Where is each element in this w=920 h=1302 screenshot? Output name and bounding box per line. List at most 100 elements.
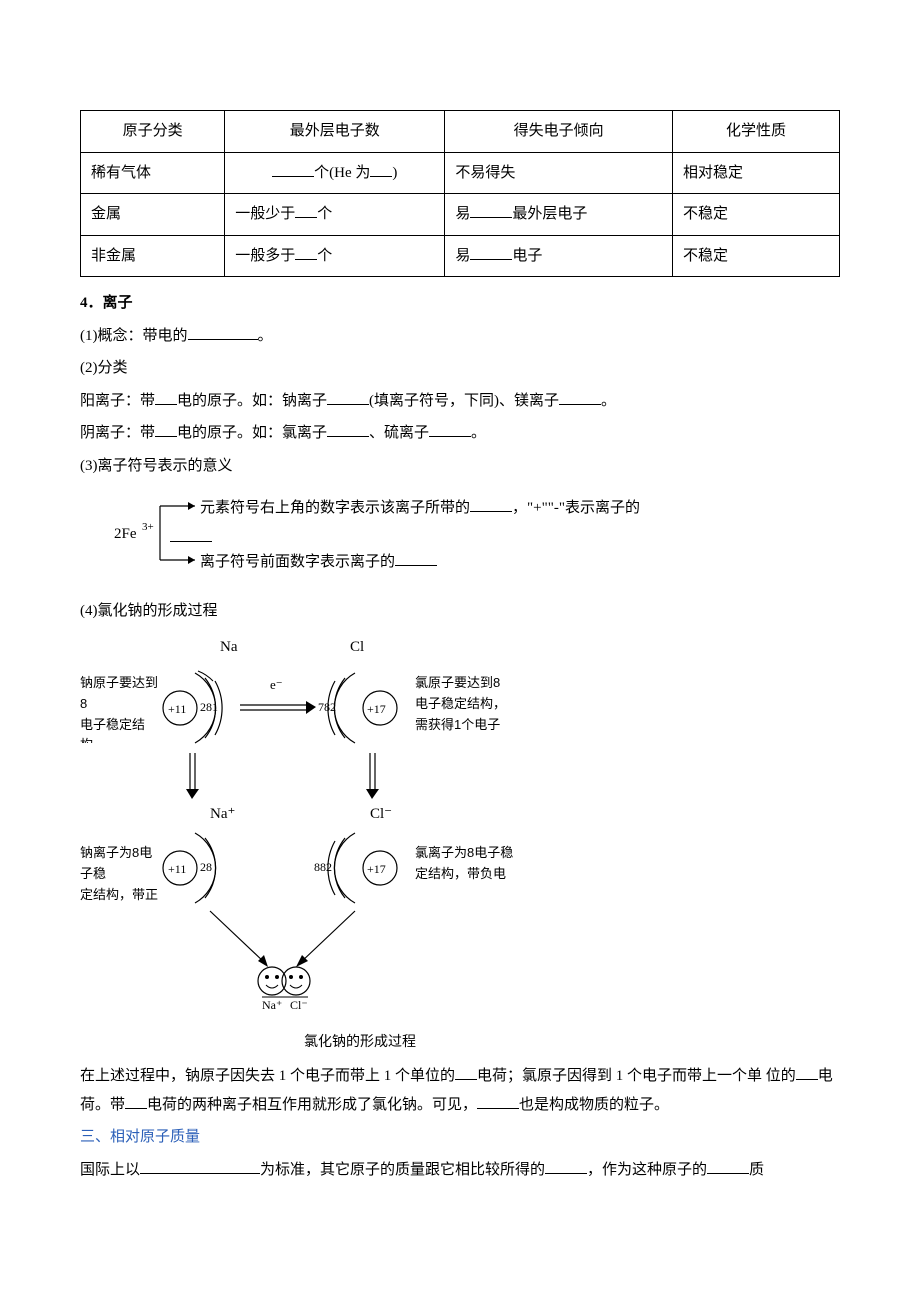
blank xyxy=(395,550,437,566)
text: 易 xyxy=(455,206,470,222)
relative-mass-line: 国际上以 为标准，其它原子的质量跟它相比较所得的 ，作为这种原子的 质 xyxy=(80,1156,840,1185)
text: 个(He 为 xyxy=(314,165,370,181)
bracket-diagram-svg: 2Fe 3+ 元素符号右上角的数字表示该离子所带的 ，"+""-"表示离子的 离子… xyxy=(100,488,740,578)
text: 为标准，其它原子的质量跟它相比较所得的 xyxy=(260,1162,545,1178)
text: 个 xyxy=(317,206,332,222)
text: 国际上以 xyxy=(80,1162,140,1178)
cell-noble-property: 相对稳定 xyxy=(673,152,840,194)
classification-label: (2)分类 xyxy=(80,354,840,383)
na-label: Na xyxy=(220,639,238,655)
blank xyxy=(295,202,317,218)
text: (1)概念：带电的 xyxy=(80,328,188,344)
blank xyxy=(559,389,601,405)
section-3-title: 三、相对原子质量 xyxy=(80,1123,840,1152)
na-ion: +11 28 xyxy=(163,833,216,903)
blank xyxy=(455,1064,477,1080)
atom-classification-table: 原子分类 最外层电子数 得失电子倾向 化学性质 稀有气体 个(He 为) 不易得… xyxy=(80,110,840,277)
cell-noble-tendency: 不易得失 xyxy=(445,152,673,194)
ion-symbol-meaning-label: (3)离子符号表示的意义 xyxy=(80,452,840,481)
na-atom-desc: 钠原子要达到8 电子稳定结构， 需失去1个电子 xyxy=(80,673,165,743)
text: 也是构成物质的粒子。 xyxy=(519,1097,669,1113)
blank xyxy=(170,526,212,542)
text: +11 xyxy=(168,862,186,876)
page-content: 原子分类 最外层电子数 得失电子倾向 化学性质 稀有气体 个(He 为) 不易得… xyxy=(0,0,920,1248)
cell-nonmetal-tendency: 易电子 xyxy=(445,235,673,277)
text: 。 xyxy=(471,425,486,441)
cell-metal-tendency: 易 最外层电子 xyxy=(445,194,673,236)
text: ，作为这种原子的 xyxy=(587,1162,707,1178)
ion-symbol-diagram: 2Fe 3+ 元素符号右上角的数字表示该离子所带的 ，"+""-"表示离子的 离子… xyxy=(100,488,840,589)
text: 电子 xyxy=(512,248,542,264)
text: 、硫离子 xyxy=(369,425,429,441)
text: 位的 xyxy=(766,1068,796,1084)
blank xyxy=(707,1158,749,1174)
text: 阴离子：带 xyxy=(80,425,155,441)
cell-metal-property: 不稳定 xyxy=(673,194,840,236)
na-atom: +11 281 xyxy=(163,671,222,743)
cell-noble-electrons: 个(He 为) xyxy=(225,152,445,194)
text: 电的原子。如：氯离子 xyxy=(177,425,327,441)
text: 离子符号前面数字表示离子的 xyxy=(200,554,395,570)
text: 一般多于 xyxy=(235,248,295,264)
section-4-title: 4．离子 xyxy=(80,289,840,318)
text: 质 xyxy=(749,1162,764,1178)
text: 元素符号右上角的数字表示该离子所带的 xyxy=(200,500,470,516)
cl-atom: +17 782 xyxy=(318,673,397,743)
table-header-row: 原子分类 最外层电子数 得失电子倾向 化学性质 xyxy=(81,111,840,153)
blank xyxy=(470,202,512,218)
text: +17 xyxy=(367,862,386,876)
th-tendency: 得失电子倾向 xyxy=(445,111,673,153)
blank xyxy=(470,244,512,260)
cell-nonmetal: 非金属 xyxy=(81,235,225,277)
blank xyxy=(327,389,369,405)
svg-text:Na⁺: Na⁺ xyxy=(262,998,282,1012)
na-ion-desc: 钠离子为8电子稳 定结构，带正电 xyxy=(80,843,165,903)
anion-line: 阴离子：带 电的原子。如：氯离子 、硫离子 。 xyxy=(80,419,840,448)
formula-text: 2Fe xyxy=(114,526,137,542)
blank xyxy=(370,161,392,177)
text: 阳离子：带 xyxy=(80,393,155,409)
svg-text:3+: 3+ xyxy=(142,521,154,533)
text: 一般少于 xyxy=(235,206,295,222)
text: 最外层电子 xyxy=(512,206,587,222)
formation-summary: 在上述过程中，钠原子因失去 1 个电子而带上 1 个单位的 电荷；氯原子因得到 1… xyxy=(80,1062,840,1119)
formation-caption: 氯化钠的形成过程 xyxy=(80,1028,640,1055)
nacl-formation-label: (4)氯化钠的形成过程 xyxy=(80,597,840,626)
cell-metal-electrons: 一般少于 个 xyxy=(225,194,445,236)
text: +11 xyxy=(168,702,186,716)
nacl-product: Na⁺ Cl⁻ xyxy=(258,967,310,1012)
text: 在上述过程中，钠原子因失去 1 个电子而带上 1 个单位的 xyxy=(80,1068,455,1084)
blank xyxy=(545,1158,587,1174)
blank xyxy=(429,421,471,437)
cell-noble-gas: 稀有气体 xyxy=(81,152,225,194)
cl-label: Cl xyxy=(350,639,364,655)
cell-nonmetal-property: 不稳定 xyxy=(673,235,840,277)
text: 。 xyxy=(601,393,616,409)
concept-line: (1)概念：带电的 。 xyxy=(80,322,840,351)
text: 281 xyxy=(200,700,218,714)
formation-svg: Na +11 281 钠原子要达到8 电子稳定结构， 需失去1个电子 Cl xyxy=(80,633,640,1013)
text: 电荷；氯原子因得到 1 个电子而带上一个单 xyxy=(477,1068,762,1084)
svg-text:Na⁺: Na⁺ xyxy=(210,806,235,822)
nacl-formation-diagram: Na +11 281 钠原子要达到8 电子稳定结构， 需失去1个电子 Cl xyxy=(80,633,640,1054)
cell-metal: 金属 xyxy=(81,194,225,236)
table-row: 非金属 一般多于个 易电子 不稳定 xyxy=(81,235,840,277)
text: 782 xyxy=(318,700,336,714)
blank xyxy=(140,1158,260,1174)
blank xyxy=(155,421,177,437)
text: ，"+""-"表示离子的 xyxy=(512,500,640,516)
cl-atom-desc: 氯原子要达到8 电子稳定结构， 需获得1个电子 xyxy=(415,673,535,735)
blank xyxy=(155,389,177,405)
blank xyxy=(470,496,512,512)
text: 。 xyxy=(258,328,273,344)
th-atom-type: 原子分类 xyxy=(81,111,225,153)
text: 882 xyxy=(314,860,332,874)
blank xyxy=(272,161,314,177)
blank xyxy=(796,1064,818,1080)
text: (填离子符号，下同)、镁离子 xyxy=(369,393,559,409)
blank xyxy=(477,1093,519,1109)
cell-nonmetal-electrons: 一般多于个 xyxy=(225,235,445,277)
text: 28 xyxy=(200,860,212,874)
blank xyxy=(188,324,258,340)
text: +17 xyxy=(367,702,386,716)
